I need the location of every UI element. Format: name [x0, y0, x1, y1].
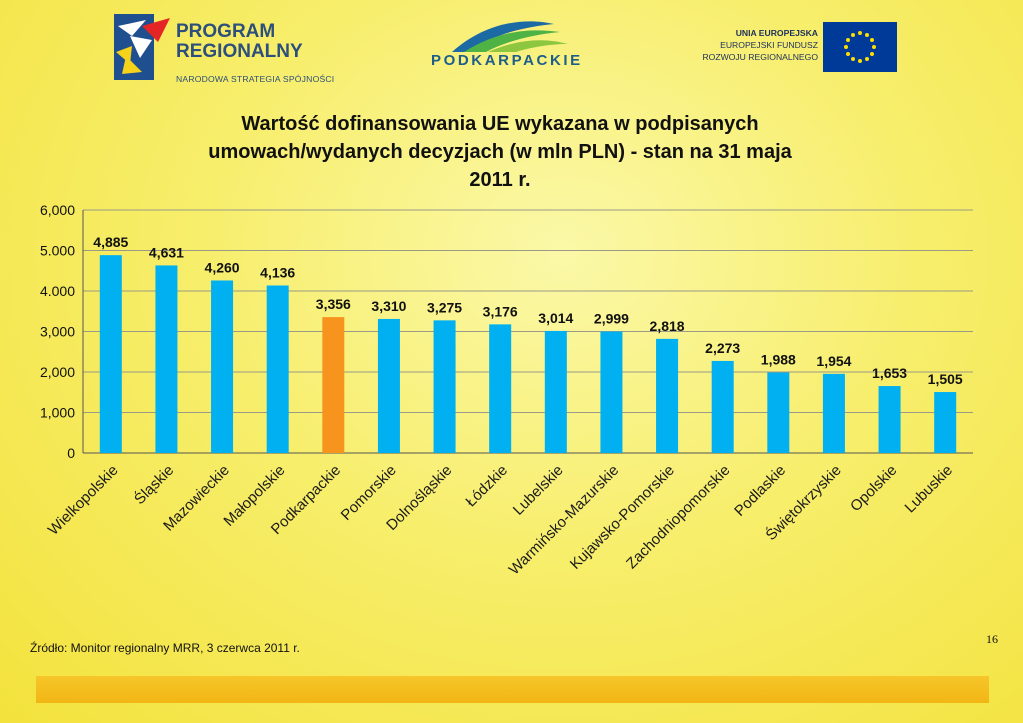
program-regionalny-emblem-icon	[114, 14, 170, 80]
data-label: 1,505	[928, 371, 963, 387]
y-tick-label: 5.000	[40, 243, 75, 259]
data-label: 3,176	[483, 303, 518, 319]
bar	[711, 360, 734, 453]
data-label: 1,988	[761, 351, 796, 367]
x-tick-label: Kujawsko-Pomorskie	[567, 462, 678, 573]
x-tick-label: Opolskie	[847, 462, 900, 515]
bar	[155, 265, 178, 453]
data-label: 2,999	[594, 311, 629, 327]
y-tick-label: 3,000	[40, 324, 75, 340]
data-label: 3,310	[371, 298, 406, 314]
podkarpackie-text: PODKARPACKIE	[431, 52, 583, 69]
data-label: 3,275	[427, 299, 462, 315]
logo-program-regionalny: PROGRAM REGIONALNY NARODOWA STRATEGIA SP…	[112, 12, 352, 84]
ue-line1: UNIA EUROPEJSKA	[735, 28, 818, 38]
eu-flag-icon	[823, 22, 897, 72]
y-tick-label: 1,000	[40, 405, 75, 421]
bar	[99, 255, 122, 453]
logo-program-line3: NARODOWA STRATEGIA SPÓJNOŚCI	[176, 74, 335, 84]
bar	[489, 324, 512, 453]
bar-chart: 0 1,000 2,000 3,000 4.000 5.000 6,000 4,885 Wiel…	[40, 202, 973, 579]
data-label: 2,273	[705, 340, 740, 356]
logo-program-line2: REGIONALNY	[176, 41, 303, 62]
bar	[266, 285, 289, 453]
bar	[934, 392, 957, 453]
chart-title: Wartość dofinansowania UE wykazana w pod…	[130, 110, 870, 194]
data-label: 3,356	[316, 296, 351, 312]
bar	[377, 318, 400, 453]
logo-program-line1: PROGRAM	[176, 21, 276, 42]
bar	[822, 373, 845, 453]
bar	[211, 280, 234, 453]
x-tick-label: Zachodniopomorskie	[623, 462, 733, 572]
logo-ue: UNIA EUROPEJSKA EUROPEJSKI FUNDUSZ ROZWO…	[690, 22, 902, 74]
data-label: 3,014	[538, 310, 573, 326]
bar	[322, 317, 345, 453]
bar	[544, 330, 567, 453]
x-tick-label: Warmińsko-Mazurskie	[506, 462, 623, 579]
y-tick-label: 0	[67, 445, 75, 461]
y-tick-label: 2,000	[40, 364, 75, 380]
page-number: 16	[986, 632, 998, 646]
data-label: 4,631	[149, 244, 184, 260]
bar	[600, 331, 623, 453]
x-tick-label: Lubuskie	[902, 462, 956, 516]
bar	[878, 386, 901, 453]
bar	[433, 320, 456, 453]
bar	[656, 338, 679, 453]
x-tick-label: Łódzkie	[462, 462, 511, 511]
data-label: 4,136	[260, 264, 295, 280]
data-label: 2,818	[650, 318, 685, 334]
data-label: 1,954	[816, 353, 851, 369]
x-tick-label: Wielkopolskie	[45, 462, 122, 539]
data-label: 4,260	[205, 259, 240, 275]
x-tick-label: Śląskie	[130, 461, 177, 508]
ue-line2: EUROPEJSKI FUNDUSZ	[720, 40, 818, 50]
source-note: Źródło: Monitor regionalny MRR, 3 czerwc…	[30, 641, 300, 655]
data-label: 4,885	[93, 234, 128, 250]
y-tick-label: 4.000	[40, 283, 75, 299]
footer-bar	[36, 676, 989, 703]
logo-podkarpackie: PODKARPACKIE	[428, 18, 590, 78]
bar	[767, 372, 790, 453]
y-tick-label: 6,000	[40, 202, 75, 218]
x-tick-label: Podlaskie	[731, 462, 789, 520]
podkarpackie-hills-icon	[452, 21, 568, 52]
data-label: 1,653	[872, 365, 907, 381]
x-tick-label: Lubelskie	[510, 462, 567, 519]
ue-line3: ROZWOJU REGIONALNEGO	[702, 52, 818, 62]
chart-title-line-1: Wartość dofinansowania UE wykazana w pod…	[241, 113, 759, 135]
chart-title-line-3: 2011 r.	[469, 169, 531, 191]
chart-title-line-2: umowach/wydanych decyzjach (w mln PLN) -…	[208, 141, 792, 163]
